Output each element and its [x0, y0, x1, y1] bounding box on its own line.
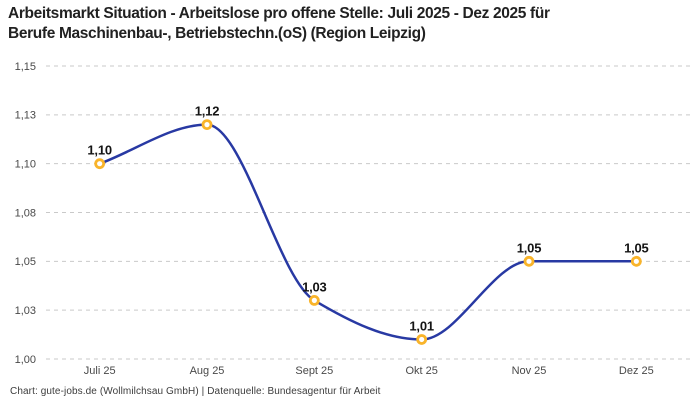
- data-point-label: 1,05: [624, 240, 649, 255]
- chart-title: Arbeitsmarkt Situation - Arbeitslose pro…: [8, 5, 550, 42]
- x-tick-label: Nov 25: [512, 365, 547, 377]
- x-tick-label: Sept 25: [295, 365, 333, 377]
- series-line: [98, 123, 638, 341]
- data-point-label: 1,10: [87, 143, 112, 158]
- data-point-marker[interactable]: [94, 158, 106, 170]
- data-point-marker[interactable]: [201, 119, 213, 130]
- y-tick-label: 1,03: [15, 305, 36, 317]
- data-point-label: 1,03: [302, 279, 327, 294]
- x-tick-label: Dez 25: [619, 365, 654, 377]
- y-tick-label: 1,08: [15, 207, 36, 219]
- data-point-label: 1,05: [517, 240, 542, 255]
- x-tick-label: Okt 25: [405, 365, 437, 377]
- data-point-label: 1,01: [409, 318, 434, 333]
- footer-attribution: Chart: gute-jobs.de (Wollmilchsau GmbH) …: [10, 386, 381, 397]
- y-tick-label: 1,10: [15, 159, 36, 171]
- x-tick-label: Juli 25: [84, 365, 116, 377]
- y-tick-label: 1,00: [15, 354, 36, 366]
- data-point-marker[interactable]: [630, 255, 642, 267]
- y-tick-label: 1,15: [15, 61, 36, 73]
- data-point-marker[interactable]: [523, 255, 535, 267]
- data-point-marker[interactable]: [308, 294, 320, 306]
- data-point-marker[interactable]: [416, 334, 428, 345]
- x-tick-label: Aug 25: [190, 365, 225, 377]
- data-point-label: 1,12: [195, 104, 220, 119]
- y-tick-label: 1,13: [15, 110, 36, 122]
- y-tick-label: 1,05: [15, 256, 36, 268]
